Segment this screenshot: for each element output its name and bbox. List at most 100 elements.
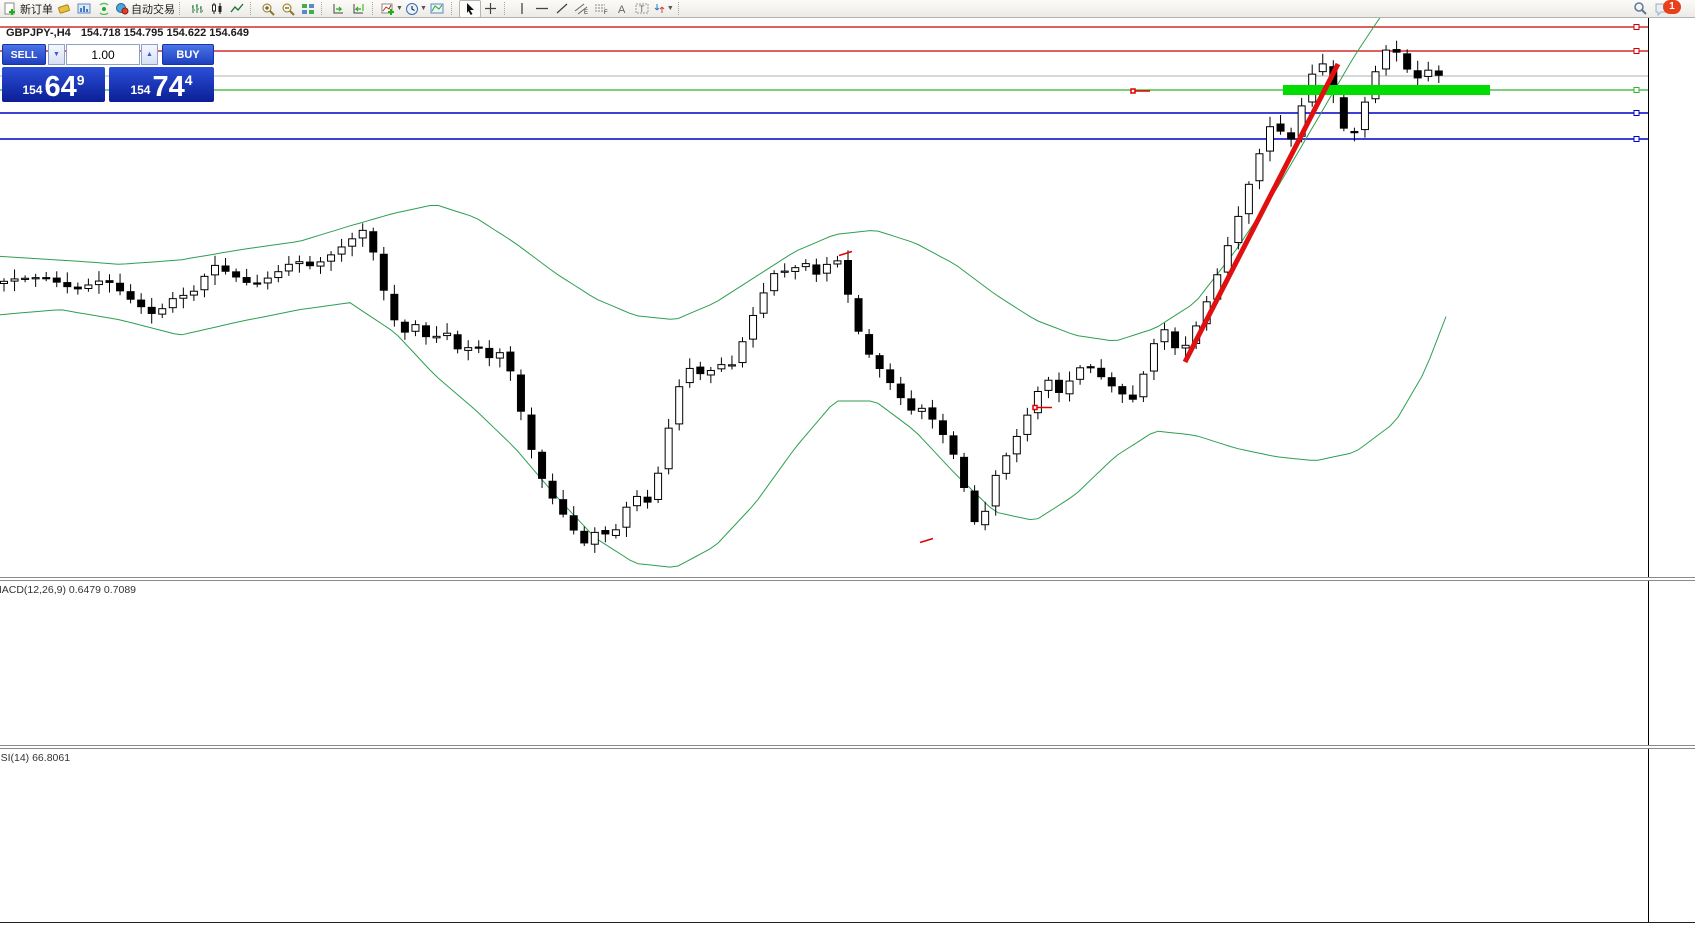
cursor-icon [466, 3, 474, 15]
chevron-down-icon: ▼ [666, 5, 674, 12]
pane-separator[interactable] [0, 745, 1695, 749]
new-order-button[interactable]: 新订单 [3, 1, 54, 17]
chart-shift-icon [353, 4, 364, 14]
text-tool-button[interactable]: A [612, 1, 632, 17]
line-endpoint-marker [1633, 110, 1640, 116]
signal-icon [99, 2, 109, 15]
toolbar-separator [677, 2, 683, 15]
candles-series [0, 40, 1443, 553]
market-watch-button[interactable] [74, 1, 94, 17]
new-order-label: 新订单 [20, 3, 53, 16]
auto-scroll-button[interactable] [329, 1, 349, 17]
macd-pane-canvas[interactable] [0, 581, 1648, 745]
tile-windows-icon [302, 4, 314, 14]
toolbar-separator [503, 2, 509, 15]
text-label-icon: T [635, 3, 649, 14]
pane-separator[interactable] [0, 577, 1695, 581]
sell-button[interactable]: SELL [2, 44, 46, 65]
caret-down-icon: ▼ [53, 51, 60, 58]
templates-button[interactable] [428, 1, 448, 17]
caret-up-icon: ▲ [146, 51, 153, 58]
channel-tool-button[interactable]: E [572, 1, 592, 17]
bollinger-upper-band [0, 18, 1381, 342]
fibonacci-tool-button[interactable]: F [592, 1, 612, 17]
equidistant-channel-icon: E [575, 3, 588, 15]
periods-button[interactable]: ▼ [404, 1, 428, 17]
tile-windows-button[interactable] [298, 1, 318, 17]
zoom-out-button[interactable] [278, 1, 298, 17]
vertical-line-tool-button[interactable] [512, 1, 532, 17]
toolbar-separator [250, 2, 255, 15]
history-center-button[interactable] [54, 1, 74, 17]
candle-chart-mode-button[interactable] [207, 1, 227, 17]
rsi-indicator-label: RSI(14) 66.8061 [0, 752, 71, 764]
buy-button[interactable]: BUY [162, 44, 214, 65]
toolbar: 新订单 自动交易 [0, 0, 1695, 18]
zoom-in-icon [262, 3, 275, 16]
svg-text:T: T [639, 4, 645, 14]
indicators-button[interactable]: ▼ [380, 1, 404, 17]
crosshair-tool-button[interactable] [481, 1, 501, 17]
ohlc-values: 154.718 154.795 154.622 154.649 [80, 27, 250, 39]
autotrading-button[interactable]: 自动交易 [114, 1, 176, 17]
trend-arrows[interactable] [1182, 62, 1341, 364]
arrow-objects-icon [654, 4, 665, 13]
svg-text:E: E [584, 10, 588, 15]
buy-price-display[interactable]: 154 74 4 [109, 67, 214, 102]
candlestick-chart-icon [212, 3, 222, 14]
indicators-icon [381, 3, 394, 15]
chevron-down-icon: ▼ [419, 5, 427, 12]
bar-chart-icon [192, 4, 203, 13]
eraser-icon [58, 4, 70, 14]
horizontal-line-icon [535, 7, 548, 10]
main-chart-canvas[interactable] [0, 18, 1648, 577]
volume-input[interactable]: 1.00 [66, 44, 140, 65]
auto-scroll-icon [333, 4, 343, 14]
one-click-trading-panel: SELL ▼ 1.00 ▲ BUY 154 64 9 154 74 4 [2, 44, 214, 102]
rsi-pane-canvas[interactable] [0, 749, 1648, 922]
svg-text:F: F [604, 10, 608, 15]
chart-shift-button[interactable] [349, 1, 369, 17]
trendline-icon [556, 3, 568, 14]
chevron-down-icon: ▼ [396, 5, 403, 12]
vertical-line-icon [521, 3, 523, 14]
arrows-tool-button[interactable]: ▼ [652, 1, 675, 17]
text-label-tool-button[interactable]: T [632, 1, 652, 17]
horizontal-level-lines [0, 24, 1648, 142]
volume-increase-button[interactable]: ▲ [141, 44, 158, 65]
autotrading-icon [116, 3, 129, 15]
line-endpoint-marker [1633, 136, 1640, 142]
fibonacci-icon: F [595, 4, 608, 15]
line-endpoint-marker [1633, 87, 1640, 93]
notifications-button[interactable]: 1 [1654, 0, 1688, 16]
sell-price-display[interactable]: 154 64 9 [2, 67, 105, 102]
toolbar-separator [372, 2, 377, 15]
notification-badge: 1 [1663, 0, 1681, 14]
search-icon[interactable] [1633, 1, 1648, 16]
line-endpoint-marker [1633, 48, 1640, 54]
price-axis-line [1648, 18, 1649, 922]
line-endpoint-marker [1633, 24, 1640, 30]
window-chart-icon [77, 3, 90, 14]
bollinger-bands [0, 18, 1447, 568]
line-chart-mode-button[interactable] [227, 1, 247, 17]
chart-title: GBPJPY-,H4 154.718 154.795 154.622 154.64… [6, 27, 249, 39]
template-icon [430, 3, 444, 14]
toolbar-separator [321, 2, 326, 15]
bollinger-lower-band [0, 302, 1447, 568]
volume-decrease-button[interactable]: ▼ [48, 44, 65, 65]
time-axis-line [0, 922, 1695, 923]
support-zone-band[interactable] [1283, 85, 1490, 95]
clock-icon [405, 2, 418, 15]
new-order-icon [4, 2, 15, 15]
signals-button[interactable] [94, 1, 114, 17]
crosshair-icon [485, 3, 497, 14]
trendline-tool-button[interactable] [552, 1, 572, 17]
horizontal-line-tool-button[interactable] [532, 1, 552, 17]
toolbar-separator [450, 2, 456, 15]
cursor-tool-button[interactable] [458, 0, 481, 18]
bar-chart-mode-button[interactable] [187, 1, 207, 17]
zoom-in-button[interactable] [258, 1, 278, 17]
toolbar-separator [179, 2, 184, 15]
autotrading-label: 自动交易 [131, 3, 175, 16]
